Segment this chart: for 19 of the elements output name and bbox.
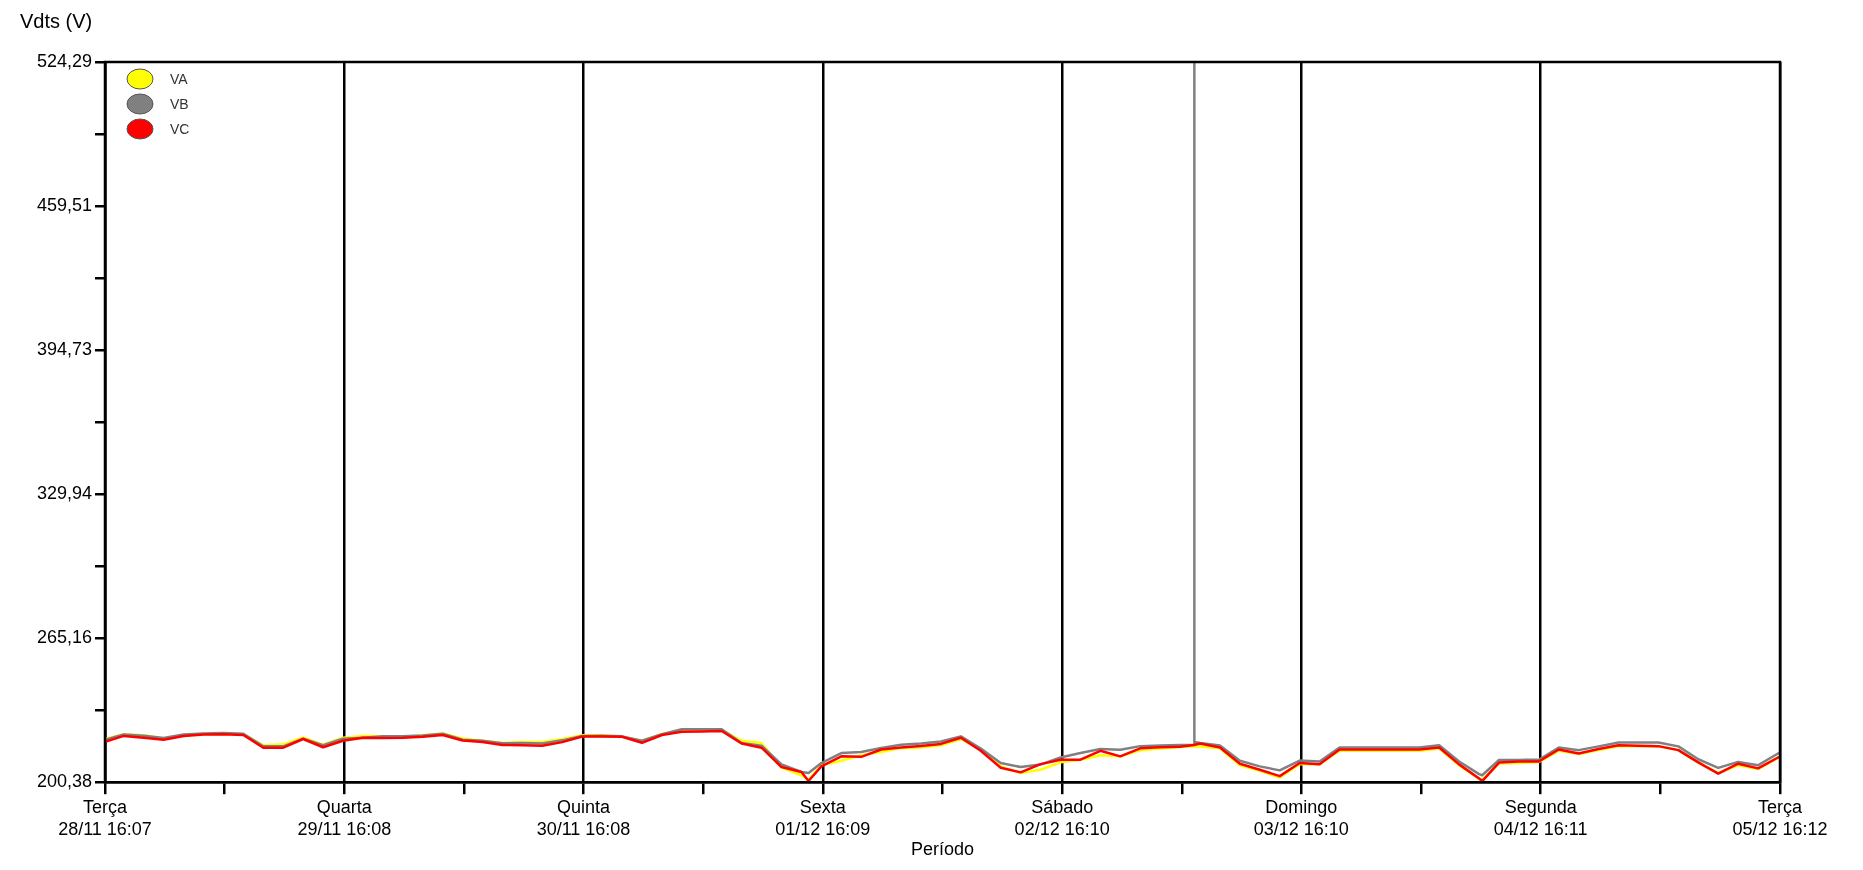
legend-label: VA [170,70,189,87]
x-tick-label: Terça 05/12 16:12 [1732,796,1828,839]
y-tick-label: 459,51 [36,195,92,215]
y-tick-label: 524,29 [36,50,92,71]
y-tick-label: 394,73 [36,339,92,360]
x-tick-label: Sábado 02/12 16:10 [1014,796,1110,839]
x-tick-label: Domingo 03/12 16:10 [1253,796,1349,839]
x-tick-label: Segunda 04/12 16:11 [1493,796,1588,839]
legend-label: VB [170,95,189,112]
y-tick-label: 200,38 [36,771,92,792]
x-tick-label: Terça 28/11 16:07 [58,796,152,839]
legend-label: VC [170,120,190,137]
x-tick-label: Quarta 29/11 16:08 [297,796,392,839]
x-tick-label: Sexta 01/12 16:09 [775,796,871,839]
y-axis-title: Vdts (V) [20,9,93,32]
x-tick-label: Quinta 30/11 16:08 [536,796,631,839]
y-tick-label: 329,94 [36,483,92,504]
y-tick-label: 265,16 [36,627,92,648]
x-axis-title: Período [910,839,975,860]
